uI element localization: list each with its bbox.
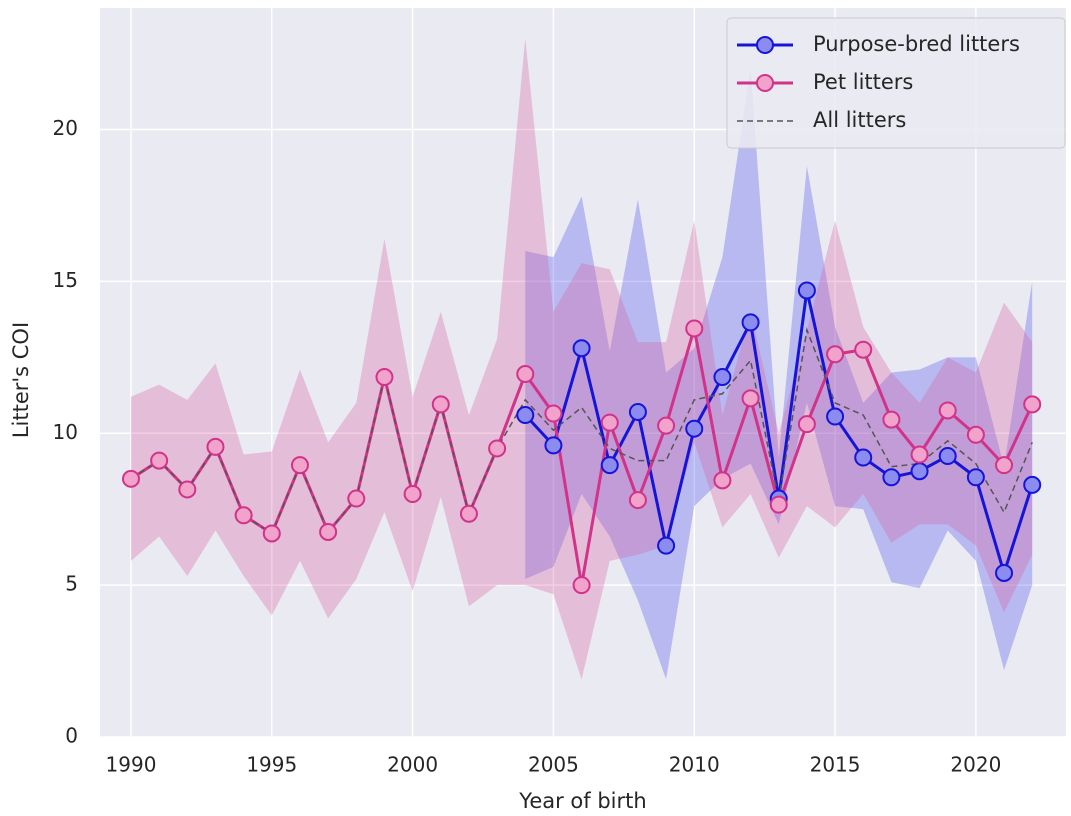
y-tick-label: 15 <box>53 268 78 292</box>
data-point <box>459 504 478 523</box>
x-tick-label: 2000 <box>387 753 438 777</box>
x-tick-label: 2020 <box>950 753 1001 777</box>
data-point <box>995 563 1014 582</box>
error-band <box>525 68 1033 680</box>
y-axis-label: Litter's COI <box>9 322 33 438</box>
data-point <box>882 410 901 429</box>
data-point <box>741 389 760 408</box>
legend-marker <box>756 36 774 54</box>
error-band <box>130 38 1033 680</box>
data-point <box>657 416 676 435</box>
y-tick-label: 5 <box>65 572 78 596</box>
data-point <box>121 469 140 488</box>
data-point <box>178 480 197 499</box>
data-point <box>826 345 845 364</box>
x-tick-label: 2015 <box>810 753 861 777</box>
x-tick-label: 2005 <box>528 753 579 777</box>
data-point <box>995 456 1014 475</box>
data-point <box>572 576 591 595</box>
x-axis-label: Year of birth <box>518 789 646 813</box>
data-point <box>290 456 309 475</box>
y-tick-label: 10 <box>53 420 78 444</box>
data-point <box>854 340 873 359</box>
data-point <box>713 471 732 490</box>
data-point <box>488 439 507 458</box>
x-tick-label: 1995 <box>246 753 297 777</box>
data-point <box>797 281 816 300</box>
data-point <box>234 506 253 525</box>
data-point <box>938 447 957 466</box>
data-point <box>403 485 422 503</box>
data-point <box>375 368 394 387</box>
data-point <box>713 368 732 387</box>
y-tick-label: 20 <box>53 116 78 140</box>
data-point <box>769 495 788 514</box>
data-point <box>347 489 366 508</box>
legend-marker <box>756 74 774 92</box>
legend-label: All litters <box>813 108 906 132</box>
data-point <box>544 436 563 455</box>
data-point <box>1023 475 1042 494</box>
series-line <box>130 327 1033 535</box>
data-point <box>516 406 535 425</box>
x-tick-label: 2010 <box>669 753 720 777</box>
data-point <box>628 402 647 421</box>
data-point <box>431 395 450 414</box>
x-tick-label: 1990 <box>106 753 157 777</box>
data-point <box>882 468 901 487</box>
legend-box <box>726 17 1066 149</box>
data-point <box>657 536 676 555</box>
data-point <box>685 419 704 438</box>
data-point <box>600 456 619 475</box>
data-point <box>966 468 985 487</box>
data-point <box>938 401 957 420</box>
data-point <box>206 437 225 456</box>
data-point <box>319 522 338 541</box>
data-point <box>854 448 873 467</box>
data-point <box>572 339 591 358</box>
legend-label: Purpose-bred litters <box>813 32 1020 56</box>
data-point <box>516 365 535 384</box>
data-point <box>741 313 760 332</box>
data-point <box>262 524 281 543</box>
data-point <box>628 491 647 510</box>
data-point <box>544 404 563 423</box>
data-point <box>1023 395 1042 414</box>
data-point <box>910 462 929 481</box>
legend-label: Pet litters <box>813 70 913 94</box>
data-point <box>150 451 169 470</box>
data-point <box>600 413 619 432</box>
data-point <box>910 445 929 464</box>
y-tick-label: 0 <box>65 724 78 748</box>
data-point <box>685 319 704 338</box>
data-point <box>797 415 816 434</box>
data-point <box>966 425 985 444</box>
data-point <box>826 407 845 426</box>
